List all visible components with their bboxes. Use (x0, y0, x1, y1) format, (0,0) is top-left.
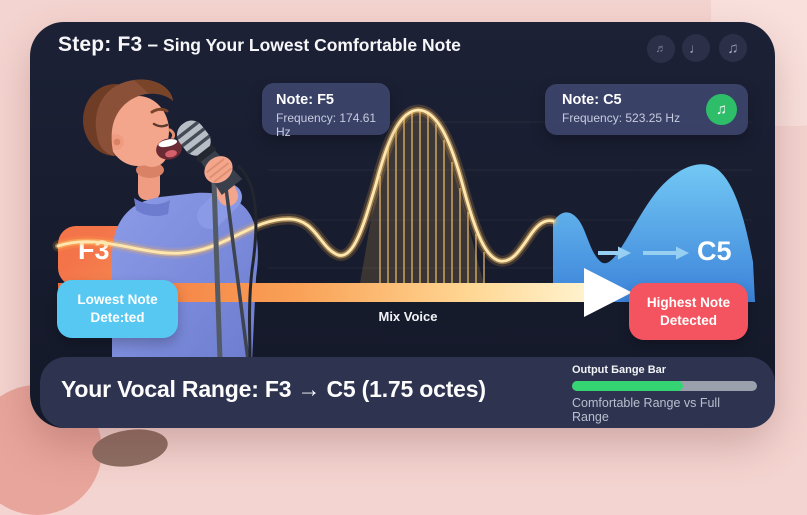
output-range-bar-group: Output Ƃange Bar Comfortable Range vs Fu… (572, 364, 757, 424)
results-footer: Your Vocal Range: F3 → C5 (1.75 octes) O… (40, 357, 775, 428)
range-bar-caption: Comfortable Range vs Full Range (572, 396, 720, 424)
step-instruction: Sing Your Lowest Comfortable Note (163, 35, 461, 55)
quarter-note-icon[interactable]: ♩ (682, 34, 710, 62)
badge-line: Highest Note (646, 295, 731, 310)
note-title: Note: F5 (276, 92, 334, 108)
note-title: Note: C5 (562, 92, 622, 108)
low-note-marker: F3 (58, 226, 232, 286)
title-dash: – (147, 35, 159, 56)
range-bar-track (572, 381, 757, 391)
note-card-low: Note: F5 Frequency: 174.61 Hz (262, 83, 390, 139)
low-note-label: F3 (78, 235, 110, 265)
step-label: Step: F3 (58, 33, 143, 56)
badge-line: Lowest Note (77, 292, 158, 307)
music-note-icon: ♫ (706, 94, 737, 125)
lowest-note-badge: Lowest Note Dete:ted (57, 280, 178, 338)
note-frequency: Frequency: 174.61 Hz (276, 111, 377, 139)
mix-voice-label: Mix Voice (378, 309, 438, 324)
high-note-label: C5 (697, 236, 732, 266)
note-frequency: Frequency: 523.25 Hz (562, 111, 681, 125)
progress-fill (572, 381, 683, 391)
badge-line: Dete:ted (90, 309, 145, 325)
vocal-range-summary: Your Vocal Range: F3 → C5 (1.75 octes) (61, 376, 486, 402)
output-range-bar-label: Output Ƃange Bar (572, 364, 667, 376)
badge-line: Detected (659, 312, 718, 328)
background-blob (89, 424, 171, 472)
sixteenth-notes-icon[interactable]: ♬ (647, 35, 675, 63)
beamed-notes-icon[interactable]: ♫ (719, 34, 747, 62)
page-title: Step: F3– Sing Your Lowest Comfortable No… (58, 33, 461, 57)
note-card-high: Note: C5 Frequency: 523.25 Hz ♫ (545, 84, 748, 135)
highest-note-badge: Highest Note Detected (629, 283, 748, 340)
